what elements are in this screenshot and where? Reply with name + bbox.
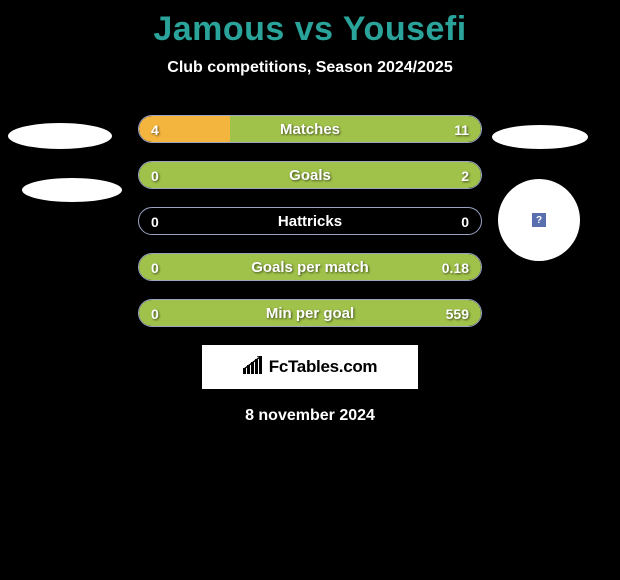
page-title: Jamous vs Yousefi: [0, 0, 620, 49]
stat-row: 4Matches11: [138, 115, 482, 143]
stat-row: 0Hattricks0: [138, 207, 482, 235]
stat-row: 0Goals2: [138, 161, 482, 189]
question-icon: ?: [532, 213, 546, 227]
subtitle: Club competitions, Season 2024/2025: [0, 59, 620, 77]
decor-ellipse: [8, 123, 112, 149]
player-badge-right: ?: [498, 179, 580, 261]
stat-row: 0Goals per match0.18: [138, 253, 482, 281]
decor-ellipse: [492, 125, 588, 149]
logo-box[interactable]: FcTables.com: [202, 345, 418, 389]
stat-label: Goals per match: [139, 254, 481, 281]
stat-label: Matches: [139, 116, 481, 143]
stat-value-right: 559: [446, 300, 469, 327]
decor-ellipse: [22, 178, 122, 202]
stat-value-right: 0: [461, 208, 469, 235]
stat-row: 0Min per goal559: [138, 299, 482, 327]
date-text: 8 november 2024: [0, 407, 620, 425]
bars-icon: [243, 356, 265, 379]
stat-value-right: 2: [461, 162, 469, 189]
stat-label: Goals: [139, 162, 481, 189]
stat-label: Min per goal: [139, 300, 481, 327]
logo-text: FcTables.com: [269, 357, 378, 377]
stat-value-right: 11: [454, 116, 469, 143]
stat-value-right: 0.18: [442, 254, 469, 281]
stat-label: Hattricks: [139, 208, 481, 235]
